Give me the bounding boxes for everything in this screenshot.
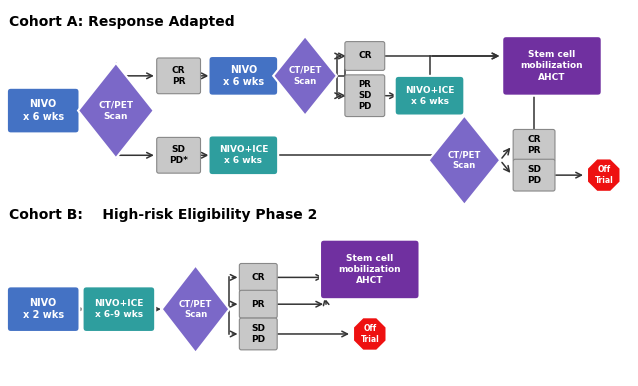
Polygon shape [353,317,387,350]
Text: PR
SD
PD: PR SD PD [358,80,371,111]
Text: CR: CR [251,273,265,282]
Text: CT/PET
Scan: CT/PET Scan [98,100,133,121]
FancyBboxPatch shape [239,318,277,350]
Text: CR
PR: CR PR [172,66,186,86]
Text: Cohort A: Response Adapted: Cohort A: Response Adapted [10,15,235,29]
Text: NIVO+ICE
x 6-9 wks: NIVO+ICE x 6-9 wks [94,299,144,319]
Text: Stem cell
mobilization
AHCT: Stem cell mobilization AHCT [521,50,583,81]
Polygon shape [273,36,337,115]
Text: CR
PR: CR PR [528,135,541,156]
FancyBboxPatch shape [157,58,200,94]
FancyBboxPatch shape [345,75,385,117]
Text: CR: CR [358,51,371,61]
FancyBboxPatch shape [239,290,277,318]
FancyBboxPatch shape [513,129,555,161]
FancyBboxPatch shape [395,76,464,115]
FancyBboxPatch shape [209,56,278,96]
FancyBboxPatch shape [345,42,385,70]
FancyBboxPatch shape [239,264,277,291]
FancyBboxPatch shape [157,137,200,173]
FancyBboxPatch shape [82,286,155,332]
FancyBboxPatch shape [7,286,80,332]
Text: SD
PD: SD PD [527,165,541,185]
Polygon shape [161,266,230,353]
Polygon shape [429,115,500,205]
FancyBboxPatch shape [513,159,555,191]
Text: Stem cell
mobilization
AHCT: Stem cell mobilization AHCT [339,254,401,285]
FancyBboxPatch shape [320,240,420,299]
Text: NIVO
x 2 wks: NIVO x 2 wks [22,298,64,320]
FancyBboxPatch shape [502,36,602,96]
Text: PR: PR [251,300,265,309]
Text: NIVO+ICE
x 6 wks: NIVO+ICE x 6 wks [405,86,454,106]
Text: Off
Trial: Off Trial [360,324,379,344]
Polygon shape [587,159,620,191]
Text: CT/PET
Scan: CT/PET Scan [448,150,481,170]
FancyBboxPatch shape [7,88,80,134]
Text: SD
PD: SD PD [251,324,265,344]
Text: NIVO
x 6 wks: NIVO x 6 wks [223,64,264,87]
Text: NIVO+ICE
x 6 wks: NIVO+ICE x 6 wks [219,145,268,165]
Polygon shape [78,63,154,158]
FancyBboxPatch shape [209,135,278,175]
Text: CT/PET
Scan: CT/PET Scan [288,66,322,86]
Text: Cohort B:    High-risk Eligibility Phase 2: Cohort B: High-risk Eligibility Phase 2 [10,208,318,222]
Text: NIVO
x 6 wks: NIVO x 6 wks [22,100,64,122]
Text: SD
PD*: SD PD* [169,145,188,165]
Text: Off
Trial: Off Trial [595,165,613,185]
Text: CT/PET
Scan: CT/PET Scan [179,299,212,319]
